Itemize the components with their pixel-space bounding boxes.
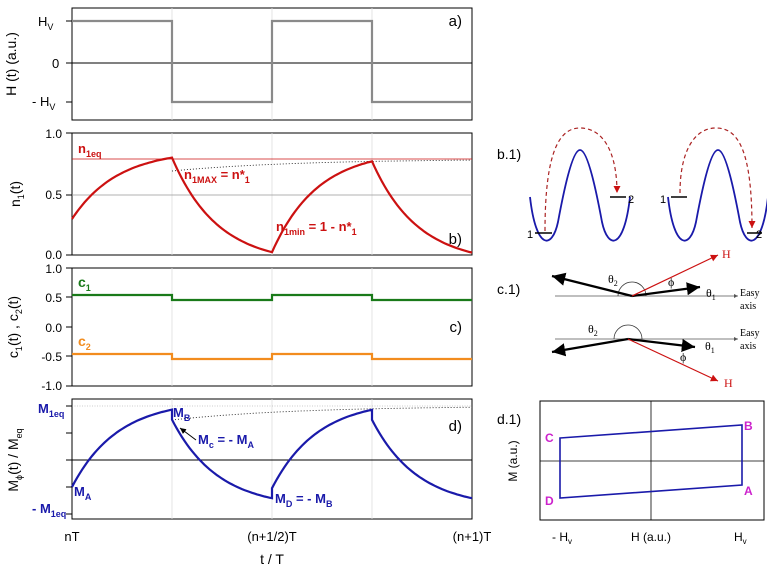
scheme-b1: b.1) 1 2 1 2 (497, 127, 767, 242)
theta1-label-top: θ1 (706, 286, 716, 302)
panel-a-ylabel: H (t) (a.u.) (3, 32, 19, 96)
ma-label: MA (74, 484, 92, 502)
mc-label: Mc = - MA (198, 432, 254, 450)
double-well-left (529, 149, 631, 242)
m-relaxation-dotted (171, 406, 472, 421)
panel-d-label: d) (449, 418, 462, 435)
scheme-c1-label: c.1) (497, 281, 520, 297)
phi-label-bottom: ϕ (680, 350, 686, 364)
field-h-top (631, 254, 719, 297)
moment-theta2-bottom (551, 337, 629, 357)
scheme-d1-ylabel: M (a.u.) (506, 440, 520, 481)
panel-a-label: a) (449, 13, 462, 30)
point-b-label: B (744, 419, 753, 433)
theta2-label-bottom: θ2 (588, 322, 598, 338)
well-label-1: 1 (660, 194, 666, 206)
theta2-arc-top (617, 281, 647, 297)
xtick-nt: nT (64, 529, 79, 544)
panel-c-ylabel: c1(t) , c2(t) (5, 296, 24, 358)
panel-b: b) n1(t) 1.0 0.5 0.0 n1eq n1MAX = n*1 n1… (7, 127, 473, 262)
m1eq-label: M1eq (38, 401, 64, 419)
ytick: 0.0 (45, 321, 62, 335)
c2-label: c2 (78, 333, 91, 352)
easy-axis-label: axis (740, 341, 756, 352)
field-square-wave (72, 19, 472, 104)
mb-label: MB (173, 405, 191, 423)
h-label-top: H (722, 247, 731, 261)
panel-b-ylabel: n1(t) (7, 181, 26, 207)
n-relaxation-dotted (171, 159, 473, 172)
phi-label-top: ϕ (668, 275, 674, 289)
hysteresis-loop (559, 424, 743, 499)
scheme-d1: d.1) C B A D M (a.u.) H (a.u.) - Hv Hv (497, 400, 765, 546)
theta2-arc-bottom (613, 324, 643, 340)
scheme-b1-label: b.1) (497, 146, 521, 162)
scheme-d1-xlabel: H (a.u.) (631, 530, 671, 544)
transition-arrow-right (679, 127, 756, 229)
ytick: -0.5 (41, 350, 62, 364)
m-neg-label: - M1eq (32, 501, 66, 519)
nmax-label: n1MAX = n*1 (184, 167, 250, 185)
c2-curve (72, 352, 472, 361)
easy-axis-label: Easy (740, 288, 759, 299)
xtick-hv: Hv (734, 530, 747, 546)
moment-theta2-top (551, 272, 633, 298)
moment-theta1-top (631, 282, 701, 298)
mc-arrow (179, 427, 197, 441)
c1-label: c1 (78, 274, 91, 293)
ytick: 0.5 (45, 291, 62, 305)
ytick-0: 0 (52, 56, 59, 71)
scheme-d1-label: d.1) (497, 411, 521, 427)
panel-a: a) H (t) (a.u.) HV 0 - HV (3, 7, 473, 121)
moment-theta1-bottom (627, 337, 696, 352)
point-c-label: C (545, 431, 554, 445)
neq-label: n1eq (78, 141, 101, 159)
m-curve (71, 408, 473, 500)
ytick-neg-hv: - HV (32, 94, 55, 112)
ytick: 0.5 (45, 188, 62, 202)
transition-arrow-left (544, 127, 621, 232)
panel-c-label: c) (450, 319, 463, 336)
md-label: MD = - MB (275, 491, 333, 509)
easy-axis-label: axis (740, 301, 756, 312)
xtick-neg-hv: - Hv (552, 530, 572, 546)
well-label-2: 2 (628, 194, 634, 206)
h-label-bottom: H (724, 376, 733, 390)
easy-axis-label: Easy (740, 328, 759, 339)
scheme-d1-frame (539, 400, 765, 521)
x-axis: nT (n+1/2)T (n+1)T t / T (64, 529, 491, 567)
x-axis-title: t / T (260, 551, 284, 567)
panel-c: c) c1(t) , c2(t) 1.0 0.5 0.0 -0.5 -1.0 c… (5, 262, 473, 393)
point-d-label: D (545, 494, 554, 508)
nmin-label: n1min = 1 - n*1 (276, 219, 357, 237)
panel-b-label: b) (449, 231, 462, 248)
ytick: 1.0 (45, 262, 62, 276)
ytick-hv: HV (38, 14, 53, 32)
ytick: -1.0 (41, 379, 62, 393)
n1-curve (71, 156, 473, 254)
theta2-label-top: θ2 (608, 272, 618, 288)
point-a-label: A (744, 484, 753, 498)
xtick-full: (n+1)T (453, 529, 492, 544)
c1-curve (72, 293, 472, 302)
field-h-bottom (627, 338, 719, 382)
scheme-c1: c.1) H ϕ θ1 θ2 Easy axis H ϕ θ1 θ2 Easy … (497, 247, 759, 390)
panel-d: d) Mϕ(t) / Meq M1eq - M1eq MA MB Mc = - … (5, 398, 473, 520)
ytick: 0.0 (45, 248, 62, 262)
well-label-2: 2 (756, 229, 762, 241)
double-well-right (667, 149, 767, 242)
ytick: 1.0 (45, 127, 62, 141)
theta1-label-bottom: θ1 (705, 339, 715, 355)
panel-d-ylabel: Mϕ(t) / Meq (5, 428, 24, 491)
well-label-1: 1 (527, 229, 533, 241)
xtick-half: (n+1/2)T (247, 529, 297, 544)
